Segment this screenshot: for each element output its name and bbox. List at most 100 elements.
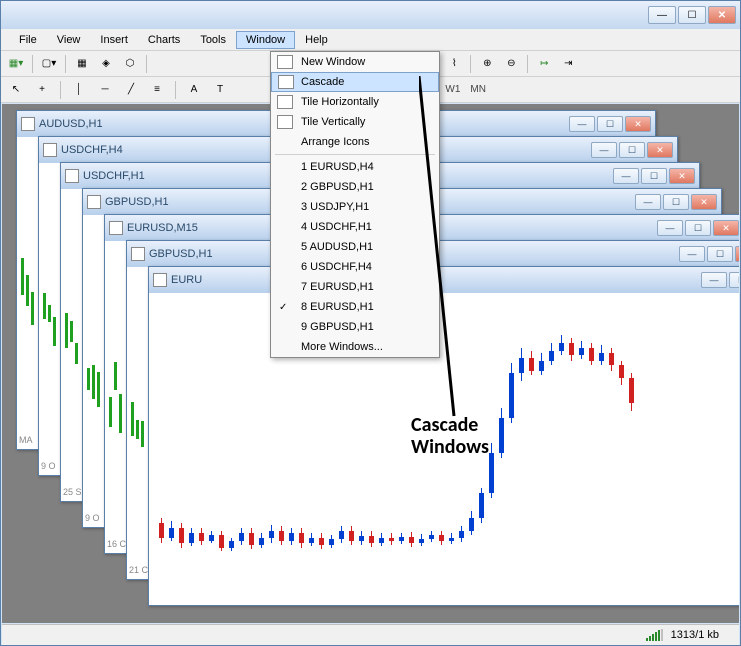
chart-maximize-button[interactable]: ☐	[729, 272, 739, 288]
timeframe-mn[interactable]: MN	[466, 82, 490, 97]
chart-close-button[interactable]: ✕	[647, 142, 673, 158]
chart-title-text: AUDUSD,H1	[39, 118, 103, 130]
navigator-icon[interactable]: ◈	[95, 54, 117, 74]
chart-icon	[87, 195, 101, 209]
menu-item-tile-horizontally[interactable]: Tile Horizontally	[271, 92, 439, 112]
menu-window[interactable]: Window	[236, 31, 295, 49]
chart-close-button[interactable]: ✕	[669, 168, 695, 184]
chart-icon	[109, 221, 123, 235]
window-list-item[interactable]: 6 USDCHF,H4	[271, 257, 439, 277]
text-icon[interactable]: A	[183, 80, 205, 100]
chart-titlebar[interactable]: EURU—☐✕	[149, 267, 739, 293]
chart-icon	[21, 117, 35, 131]
window-list-item[interactable]: 1 EURUSD,H4	[271, 157, 439, 177]
chart-close-button[interactable]: ✕	[691, 194, 717, 210]
window-list-item[interactable]: 4 USDCHF,H1	[271, 217, 439, 237]
vline-icon[interactable]: │	[68, 80, 90, 100]
menu-tools[interactable]: Tools	[190, 31, 236, 49]
chart-axis-label: 9 O	[41, 461, 56, 471]
zoom-in-icon[interactable]: ⊕	[476, 54, 498, 74]
cursor-icon[interactable]: ↖	[5, 80, 27, 100]
window-arrange-icon	[278, 75, 294, 89]
window-list-item[interactable]: ✓ 8 EURUSD,H1	[271, 297, 439, 317]
menu-help[interactable]: Help	[295, 31, 338, 49]
window-list-item[interactable]: 2 GBPUSD,H1	[271, 177, 439, 197]
window-menu-dropdown: New Window Cascade Tile Horizontally Tile V…	[270, 51, 440, 358]
window-list-item[interactable]: 5 AUDUSD,H1	[271, 237, 439, 257]
main-titlebar: — ☐ ✕	[1, 1, 740, 29]
menubar: FileViewInsertChartsToolsWindowHelp	[1, 29, 740, 51]
chart-minimize-button[interactable]: —	[701, 272, 727, 288]
window-list-label: 3 USDJPY,H1	[301, 201, 369, 213]
chart-close-button[interactable]: ✕	[713, 220, 739, 236]
zoom-out-icon[interactable]: ⊖	[500, 54, 522, 74]
menu-file[interactable]: File	[9, 31, 47, 49]
chart-icon	[131, 247, 145, 261]
window-list-label: 8 EURUSD,H1	[301, 301, 374, 313]
menu-item-label: Tile Vertically	[301, 116, 365, 128]
chart-title-text: EURU	[171, 274, 202, 286]
chart-maximize-button[interactable]: ☐	[641, 168, 667, 184]
chart-close-button[interactable]: ✕	[625, 116, 651, 132]
main-window: — ☐ ✕ FileViewInsertChartsToolsWindowHel…	[0, 0, 741, 646]
window-list-label: 9 GBPUSD,H1	[301, 321, 374, 333]
chart-maximize-button[interactable]: ☐	[707, 246, 733, 262]
menu-charts[interactable]: Charts	[138, 31, 190, 49]
menu-item-label: Cascade	[301, 76, 344, 88]
menu-item-new-window[interactable]: New Window	[271, 52, 439, 72]
menu-item-tile-vertically[interactable]: Tile Vertically	[271, 112, 439, 132]
window-arrange-icon	[277, 115, 293, 129]
autoscroll-icon[interactable]: ↦	[533, 54, 555, 74]
chart-maximize-button[interactable]: ☐	[685, 220, 711, 236]
check-icon: ✓	[279, 302, 287, 313]
profiles-icon[interactable]: ▢▾	[38, 54, 60, 74]
window-list-label: 1 EURUSD,H4	[301, 161, 374, 173]
menu-item-more-windows[interactable]: More Windows...	[271, 337, 439, 357]
timeframe-w1[interactable]: W1	[441, 82, 464, 97]
chart-maximize-button[interactable]: ☐	[619, 142, 645, 158]
maximize-button[interactable]: ☐	[678, 6, 706, 24]
chart-minimize-button[interactable]: —	[635, 194, 661, 210]
statusbar: 1313/1 kb	[2, 624, 739, 645]
hline-icon[interactable]: ─	[94, 80, 116, 100]
window-list-label: 7 EURUSD,H1	[301, 281, 374, 293]
chart-title-text: GBPUSD,H1	[105, 196, 169, 208]
indicator3-icon[interactable]: ⌇	[443, 54, 465, 74]
chart-minimize-button[interactable]: —	[569, 116, 595, 132]
close-button[interactable]: ✕	[708, 6, 736, 24]
channel-icon[interactable]: ≡	[146, 80, 168, 100]
menu-item-label: Arrange Icons	[301, 136, 369, 148]
chart-minimize-button[interactable]: —	[679, 246, 705, 262]
window-arrange-icon	[277, 95, 293, 109]
chart-axis-label: 21 C	[129, 565, 148, 575]
crosshair-icon[interactable]: +	[31, 80, 53, 100]
new-icon[interactable]: ▦▾	[5, 54, 27, 74]
status-text: 1313/1 kb	[671, 629, 719, 641]
window-list-item[interactable]: 7 EURUSD,H1	[271, 277, 439, 297]
chart-minimize-button[interactable]: —	[657, 220, 683, 236]
window-list-item[interactable]: 3 USDJPY,H1	[271, 197, 439, 217]
chart-maximize-button[interactable]: ☐	[597, 116, 623, 132]
connection-bars-icon	[646, 629, 663, 641]
chart-body	[149, 293, 739, 605]
menu-insert[interactable]: Insert	[90, 31, 138, 49]
chart-maximize-button[interactable]: ☐	[663, 194, 689, 210]
chart-window[interactable]: EURU—☐✕	[148, 266, 739, 606]
label-icon[interactable]: T	[209, 80, 231, 100]
chart-minimize-button[interactable]: —	[613, 168, 639, 184]
menu-view[interactable]: View	[47, 31, 91, 49]
chart-title-text: USDCHF,H4	[61, 144, 123, 156]
shift-icon[interactable]: ⇥	[557, 54, 579, 74]
expert-icon[interactable]: ⬡	[119, 54, 141, 74]
trendline-icon[interactable]: ╱	[120, 80, 142, 100]
window-arrange-icon	[277, 55, 293, 69]
menu-item-arrange-icons[interactable]: Arrange Icons	[271, 132, 439, 152]
chart-close-button[interactable]: ✕	[735, 246, 739, 262]
chart-minimize-button[interactable]: —	[591, 142, 617, 158]
menu-item-label: Tile Horizontally	[301, 96, 379, 108]
minimize-button[interactable]: —	[648, 6, 676, 24]
menu-item-cascade[interactable]: Cascade	[271, 72, 439, 92]
window-list-label: 5 AUDUSD,H1	[301, 241, 373, 253]
market-watch-icon[interactable]: ▦	[71, 54, 93, 74]
window-list-item[interactable]: 9 GBPUSD,H1	[271, 317, 439, 337]
